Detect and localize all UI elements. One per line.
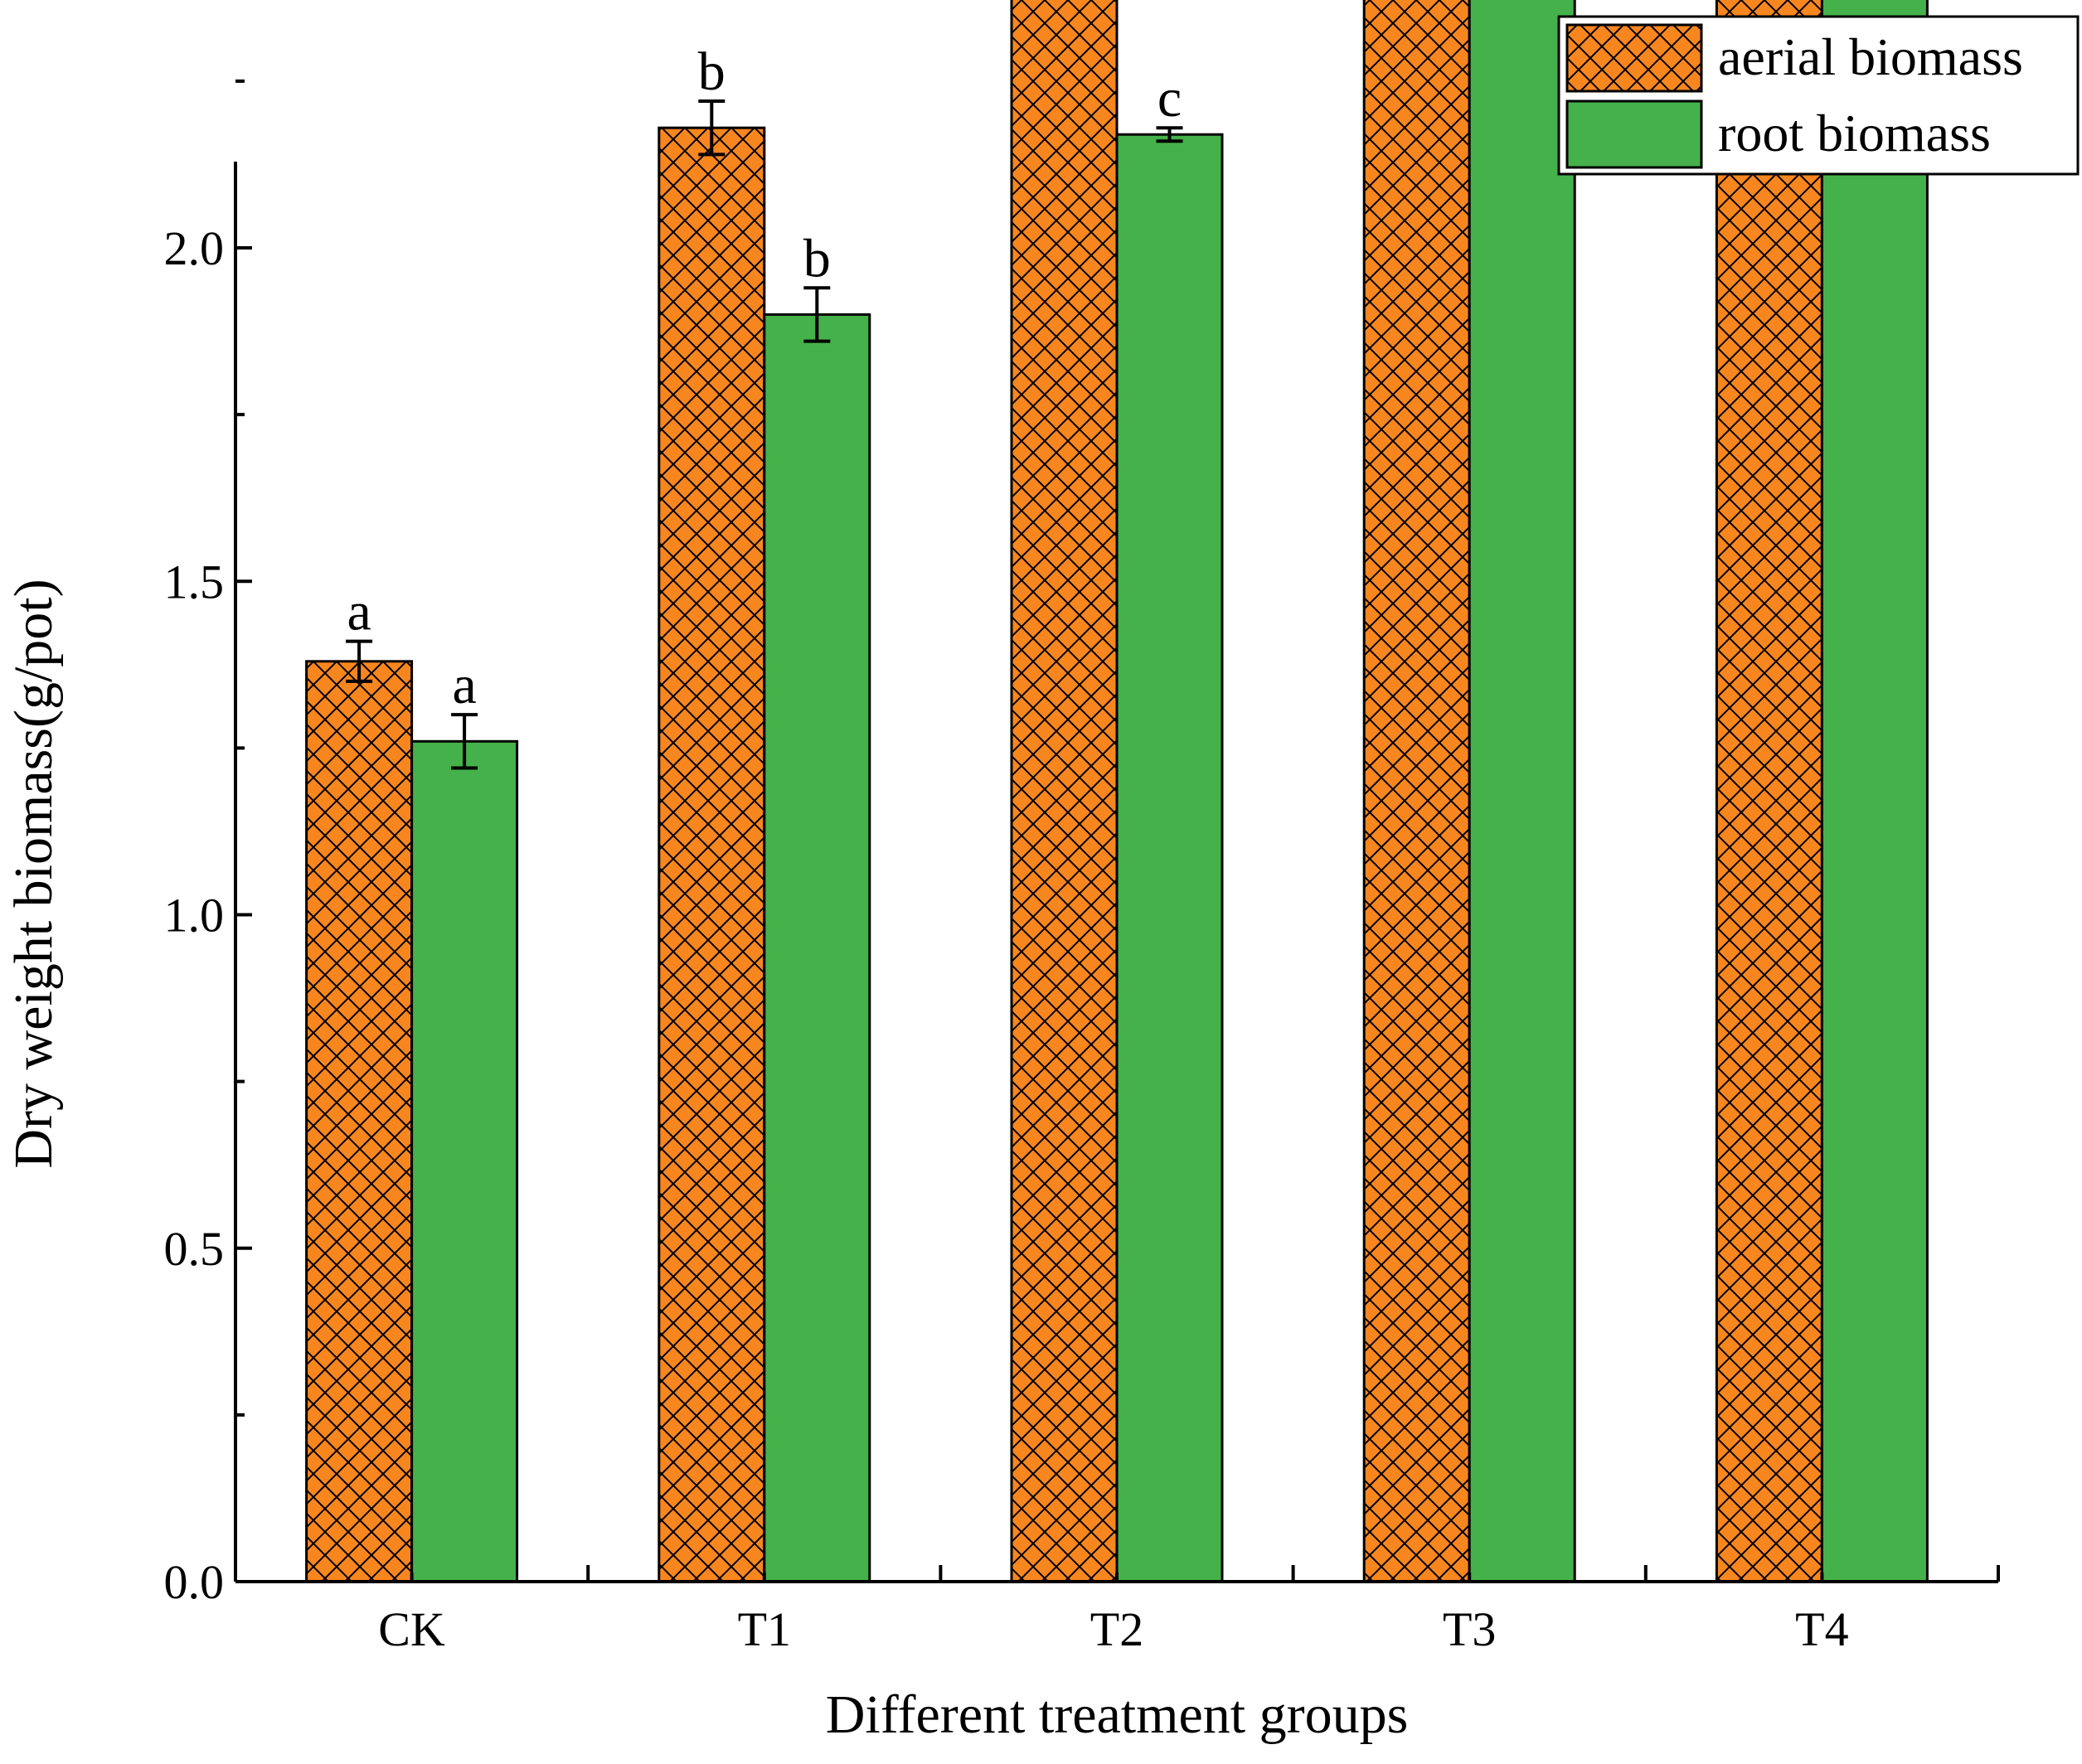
- bar-root-t1: [763, 313, 871, 1583]
- bar-aerial-ck: [305, 660, 414, 1583]
- y-tick-label: 0.0: [164, 1555, 225, 1609]
- x-tick-label-ck: CK: [378, 1602, 445, 1656]
- significance-letter: c: [1157, 68, 1182, 128]
- bar-root-t2: [1115, 133, 1224, 1583]
- x-tick-label-t3: T3: [1443, 1602, 1496, 1656]
- y-tick-label: 0.5: [164, 1222, 225, 1276]
- x-tick-label-t2: T2: [1090, 1602, 1143, 1656]
- error-bar-aerial-ck: [346, 639, 373, 683]
- significance-letter: b: [698, 41, 726, 102]
- x-axis-title: Different treatment groups: [826, 1684, 1409, 1745]
- x-tick-label-t1: T1: [738, 1602, 791, 1656]
- y-tick-label: 2.0: [164, 221, 225, 275]
- bar-root-ck: [410, 739, 519, 1583]
- bar-aerial-t3: [1362, 0, 1471, 1583]
- x-tick-label-t4: T4: [1795, 1602, 1848, 1656]
- bar-aerial-t2: [1010, 0, 1119, 1583]
- legend-swatch-root: [1565, 99, 1703, 169]
- error-bar-aerial-t1: [698, 99, 726, 157]
- legend-swatch-aerial: [1565, 23, 1703, 93]
- legend-label-root: root biomass: [1718, 104, 1991, 162]
- error-bar-root-t2: [1156, 126, 1183, 143]
- error-bar-root-t1: [803, 286, 831, 343]
- legend: aerial biomass root biomass: [1557, 15, 2080, 176]
- significance-letter: a: [347, 582, 371, 642]
- significance-letter: a: [452, 655, 476, 715]
- bar-aerial-t1: [658, 126, 766, 1583]
- error-bar-root-ck: [451, 713, 478, 770]
- y-axis-title: Dry weight biomass(g/pot): [3, 579, 64, 1168]
- y-tick-label: 1.0: [164, 889, 225, 943]
- legend-label-aerial: aerial biomass: [1718, 27, 2023, 86]
- bar-root-t4: [1820, 0, 1929, 1583]
- bar-root-t3: [1468, 0, 1576, 1583]
- significance-letter: b: [803, 228, 831, 288]
- bar-aerial-t4: [1715, 0, 1823, 1583]
- y-tick-label: 1.5: [164, 555, 225, 608]
